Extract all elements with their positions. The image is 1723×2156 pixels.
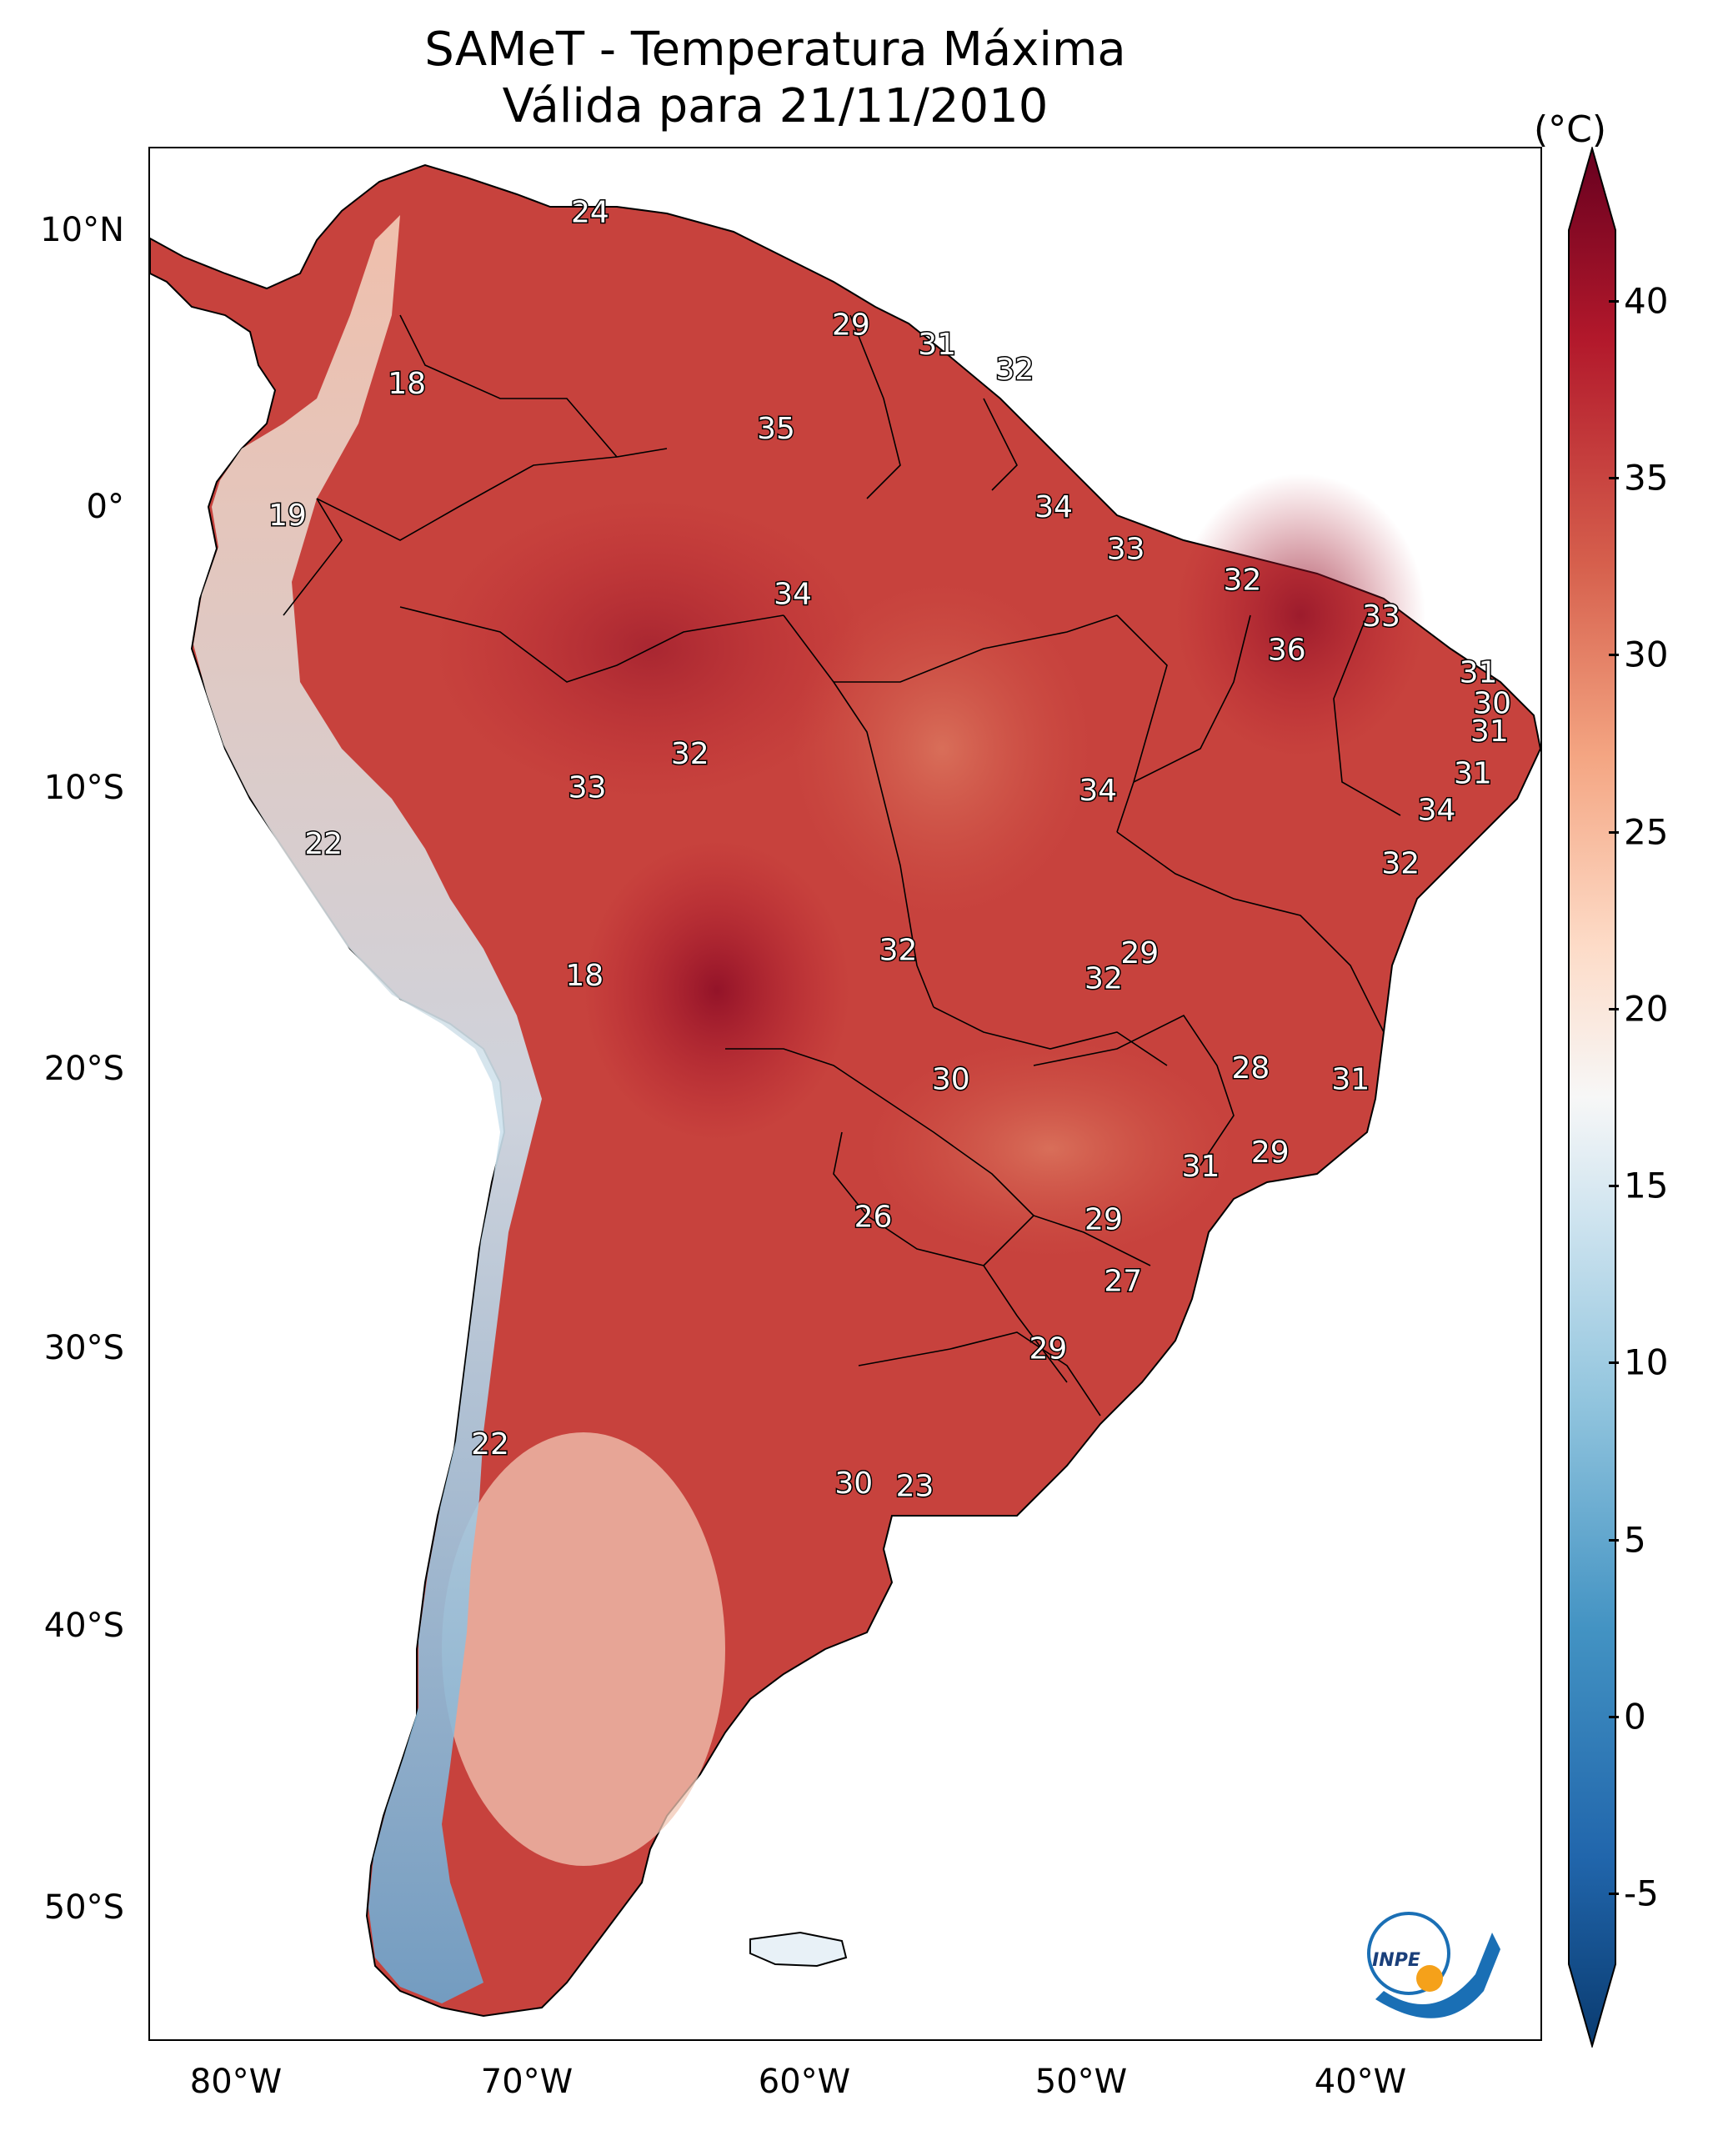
- colorbar-tick-label: 5: [1624, 1519, 1646, 1561]
- colorbar-tick-label: 20: [1624, 988, 1669, 1030]
- contour-label: 34: [774, 577, 812, 611]
- lon-label-60w: 60°W: [758, 2063, 851, 2101]
- contour-label: 30: [1473, 687, 1511, 721]
- contour-label: 18: [388, 367, 426, 401]
- contour-label: 33: [568, 771, 607, 805]
- contour-label: 29: [1084, 1203, 1123, 1237]
- country-borders: [283, 314, 1401, 1416]
- colorbar-tick-label: 40: [1624, 280, 1669, 322]
- lat-label-20s: 20°S: [43, 1050, 124, 1088]
- lon-label-80w: 80°W: [189, 2063, 283, 2101]
- lat-label-30s: 30°S: [43, 1329, 124, 1367]
- contour-label: 31: [1460, 656, 1498, 690]
- contour-label: 30: [834, 1467, 873, 1501]
- colorbar-tick-mark: [1609, 1007, 1619, 1010]
- colorbar-tick-mark: [1609, 477, 1619, 480]
- contour-label: 31: [1454, 757, 1492, 791]
- contour-label: 31: [1470, 714, 1509, 749]
- colorbar-tick-label: -5: [1624, 1873, 1659, 1914]
- lat-label-40s: 40°S: [43, 1607, 124, 1645]
- colorbar-tick-label: 35: [1624, 457, 1669, 499]
- hot-spot-chaco: [584, 840, 850, 1141]
- contour-label: 22: [304, 827, 343, 861]
- contour-label: 34: [1418, 793, 1456, 827]
- colorbar-tick-mark: [1609, 1715, 1619, 1718]
- lon-label-70w: 70°W: [480, 2063, 573, 2101]
- warm-area-patagonia: [442, 1432, 725, 1866]
- contour-label: 29: [832, 308, 870, 342]
- andes-cold-band: [193, 215, 542, 2003]
- inpe-logo: INPE: [1367, 1912, 1500, 2018]
- contour-label: 32: [671, 737, 709, 771]
- colorbar: [1568, 147, 1616, 2048]
- lat-label-10s: 10°S: [43, 769, 124, 807]
- colorbar-tick-mark: [1609, 1185, 1619, 1188]
- contour-label: 35: [757, 412, 795, 446]
- contour-label: 31: [918, 328, 956, 362]
- colorbar-tick-mark: [1609, 1538, 1619, 1542]
- contour-label: 29: [1120, 936, 1159, 970]
- contour-label: 29: [1029, 1332, 1067, 1366]
- lat-label-equator: 0°: [86, 488, 124, 526]
- colorbar-gradient: [1568, 147, 1616, 2048]
- map-subtitle: Válida para 21/11/2010: [502, 79, 1049, 133]
- contour-label: 33: [1107, 532, 1145, 566]
- lon-label-40w: 40°W: [1314, 2063, 1407, 2101]
- contour-label: 30: [932, 1062, 970, 1096]
- colorbar-tick-mark: [1609, 299, 1619, 303]
- contour-label: 19: [268, 499, 307, 533]
- contour-label: 34: [1079, 774, 1117, 808]
- inpe-logo-text: INPE: [1372, 1950, 1420, 1971]
- contour-label: 36: [1268, 634, 1306, 668]
- lat-label-50s: 50°S: [43, 1888, 124, 1927]
- map-title: SAMeT - Temperatura Máxima: [424, 23, 1126, 77]
- contour-label: 22: [471, 1427, 509, 1462]
- contour-label: 31: [1331, 1062, 1370, 1096]
- colorbar-tick-label: 15: [1624, 1165, 1669, 1206]
- colorbar-tick-mark: [1609, 1893, 1619, 1896]
- colorbar-tick-label: 10: [1624, 1341, 1669, 1383]
- contour-label: 26: [854, 1200, 893, 1234]
- contour-label: 28: [1232, 1051, 1270, 1086]
- contour-label: 32: [1084, 961, 1123, 995]
- lat-label-10n: 10°N: [40, 211, 124, 249]
- colorbar-unit: (°C): [1534, 108, 1607, 151]
- colorbar-tick-mark: [1609, 1361, 1619, 1365]
- map-frame: 24 29 31 32 18 35 34 19 33 32 34 33 36 31 30 31 32 33 34 31…: [148, 147, 1542, 2041]
- contour-label: 33: [1362, 599, 1400, 634]
- warm-area-south: [867, 1040, 1234, 1257]
- contour-label: 32: [995, 353, 1034, 387]
- hot-spot-northeast: [1175, 474, 1425, 757]
- colorbar-tick-mark: [1609, 830, 1619, 834]
- falkland-islands: [749, 1931, 848, 1968]
- contour-label: 32: [1224, 563, 1262, 597]
- colorbar-tick-label: 25: [1624, 811, 1669, 853]
- contour-label: 32: [879, 934, 918, 968]
- warm-area-cerrado: [792, 582, 1092, 915]
- lon-label-50w: 50°W: [1034, 2063, 1128, 2101]
- contour-label: 24: [571, 196, 609, 230]
- contour-label: 32: [1381, 846, 1420, 880]
- colorbar-tick-label: 30: [1624, 634, 1669, 675]
- colorbar-tick-label: 0: [1624, 1696, 1646, 1737]
- contour-label: 27: [1104, 1265, 1142, 1299]
- contour-label: 29: [1251, 1136, 1290, 1170]
- colorbar-tick-mark: [1609, 654, 1619, 657]
- contour-label: 34: [1034, 490, 1073, 524]
- contour-label: 23: [896, 1469, 934, 1503]
- contour-label: 18: [565, 959, 604, 993]
- contour-label: 31: [1182, 1150, 1220, 1184]
